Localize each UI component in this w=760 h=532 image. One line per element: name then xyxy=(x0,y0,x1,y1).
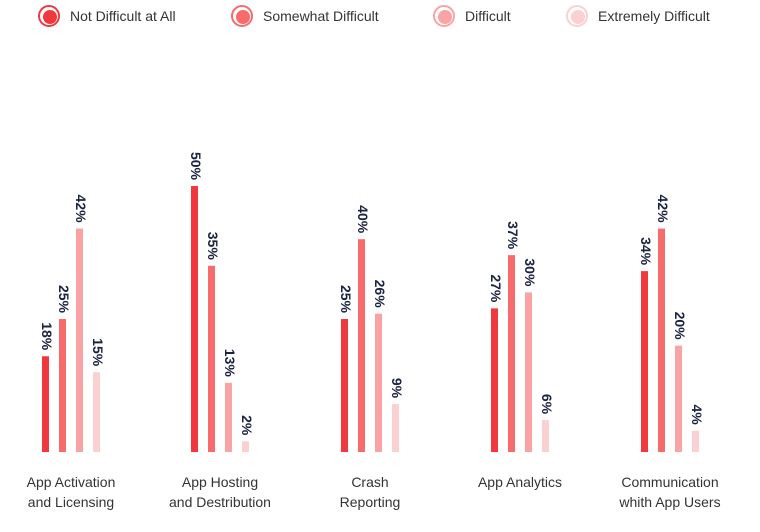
category-label: App Activation and Licensing xyxy=(27,474,116,510)
bar-not-difficult-at-all[interactable] xyxy=(191,186,198,452)
data-label: 25% xyxy=(338,285,354,314)
bar-somewhat-difficult[interactable] xyxy=(658,228,665,452)
bar-group-app-activation-and-licensing: 18%25% 42% 15% xyxy=(39,195,106,452)
bar-extremely-difficult[interactable] xyxy=(242,441,249,452)
chart-legend: Not Difficult at All Somewhat Difficult … xyxy=(0,0,760,34)
data-label: 42% xyxy=(655,195,671,224)
data-label: 6% xyxy=(539,394,555,415)
legend-label-somewhat-difficult: Somewhat Difficult xyxy=(263,8,379,24)
legend-dot-somewhat-difficult xyxy=(236,10,250,24)
legend-label-difficult: Difficult xyxy=(465,8,511,24)
bar-somewhat-difficult[interactable] xyxy=(358,239,365,452)
data-label: 9% xyxy=(389,378,405,399)
bar-somewhat-difficult[interactable] xyxy=(59,319,66,452)
legend-item-extremely-difficult[interactable]: Extremely Difficult xyxy=(566,4,710,28)
category-label: App Analytics xyxy=(478,474,562,490)
bar-difficult[interactable] xyxy=(525,292,532,452)
bar-extremely-difficult[interactable] xyxy=(542,420,549,452)
data-label: 40% xyxy=(355,205,371,234)
data-label: 30% xyxy=(522,258,538,287)
legend-dot-difficult xyxy=(438,10,452,24)
legend-label-not-difficult: Not Difficult at All xyxy=(70,8,176,24)
data-label: 13% xyxy=(222,349,238,378)
bar-group-app-analytics: 27% 37%30% 6% xyxy=(488,221,555,452)
category-label: Communication whith App Users xyxy=(618,474,720,510)
bar-not-difficult-at-all[interactable] xyxy=(491,308,498,452)
bar-extremely-difficult[interactable] xyxy=(692,430,699,452)
legend-marker-difficult xyxy=(433,5,455,27)
data-label: 50% xyxy=(188,152,204,181)
bar-not-difficult-at-all[interactable] xyxy=(341,319,348,452)
bar-not-difficult-at-all[interactable] xyxy=(42,356,49,452)
data-label: 27% xyxy=(488,274,504,303)
legend-label-extremely-difficult: Extremely Difficult xyxy=(598,8,710,24)
bar-somewhat-difficult[interactable] xyxy=(508,255,515,452)
legend-marker-extremely-difficult xyxy=(566,5,588,27)
data-label: 15% xyxy=(90,338,106,367)
bar-difficult[interactable] xyxy=(375,313,382,452)
bar-somewhat-difficult[interactable] xyxy=(208,265,215,452)
data-label: 20% xyxy=(672,312,688,341)
bar-difficult[interactable] xyxy=(76,228,83,452)
data-label: 34% xyxy=(638,237,654,266)
data-label: 35% xyxy=(205,232,221,261)
bar-difficult[interactable] xyxy=(225,382,232,452)
bar-extremely-difficult[interactable] xyxy=(392,404,399,452)
bar-group-crash-reporting: 25% 40% 26% 9% xyxy=(338,205,405,452)
category-label: App Hosting and Destribution xyxy=(169,474,271,510)
bar-extremely-difficult[interactable] xyxy=(93,372,100,452)
category-label: Crash Reporting xyxy=(340,474,401,510)
data-label: 18% xyxy=(39,322,55,351)
legend-dot-extremely-difficult xyxy=(571,10,585,24)
bar-difficult[interactable] xyxy=(675,345,682,452)
data-label: 4% xyxy=(689,404,705,425)
data-label: 26% xyxy=(372,280,388,309)
data-label: 25% xyxy=(56,285,72,314)
data-label: 42% xyxy=(73,195,89,224)
data-label: 2% xyxy=(239,415,255,436)
legend-item-not-difficult[interactable]: Not Difficult at All xyxy=(38,4,176,28)
data-label: 37% xyxy=(505,221,521,250)
legend-item-difficult[interactable]: Difficult xyxy=(433,4,511,28)
legend-marker-somewhat-difficult xyxy=(231,5,253,27)
legend-item-somewhat-difficult[interactable]: Somewhat Difficult xyxy=(231,4,379,28)
bar-group-communication-whith-app-users: 34%42% 20% 4% xyxy=(638,195,705,452)
legend-marker-not-difficult xyxy=(38,5,60,27)
bar-group-app-hosting-and-destribution: 50% 35% 13% 2% xyxy=(188,152,255,452)
bar-not-difficult-at-all[interactable] xyxy=(641,271,648,452)
legend-dot-not-difficult xyxy=(43,10,57,24)
